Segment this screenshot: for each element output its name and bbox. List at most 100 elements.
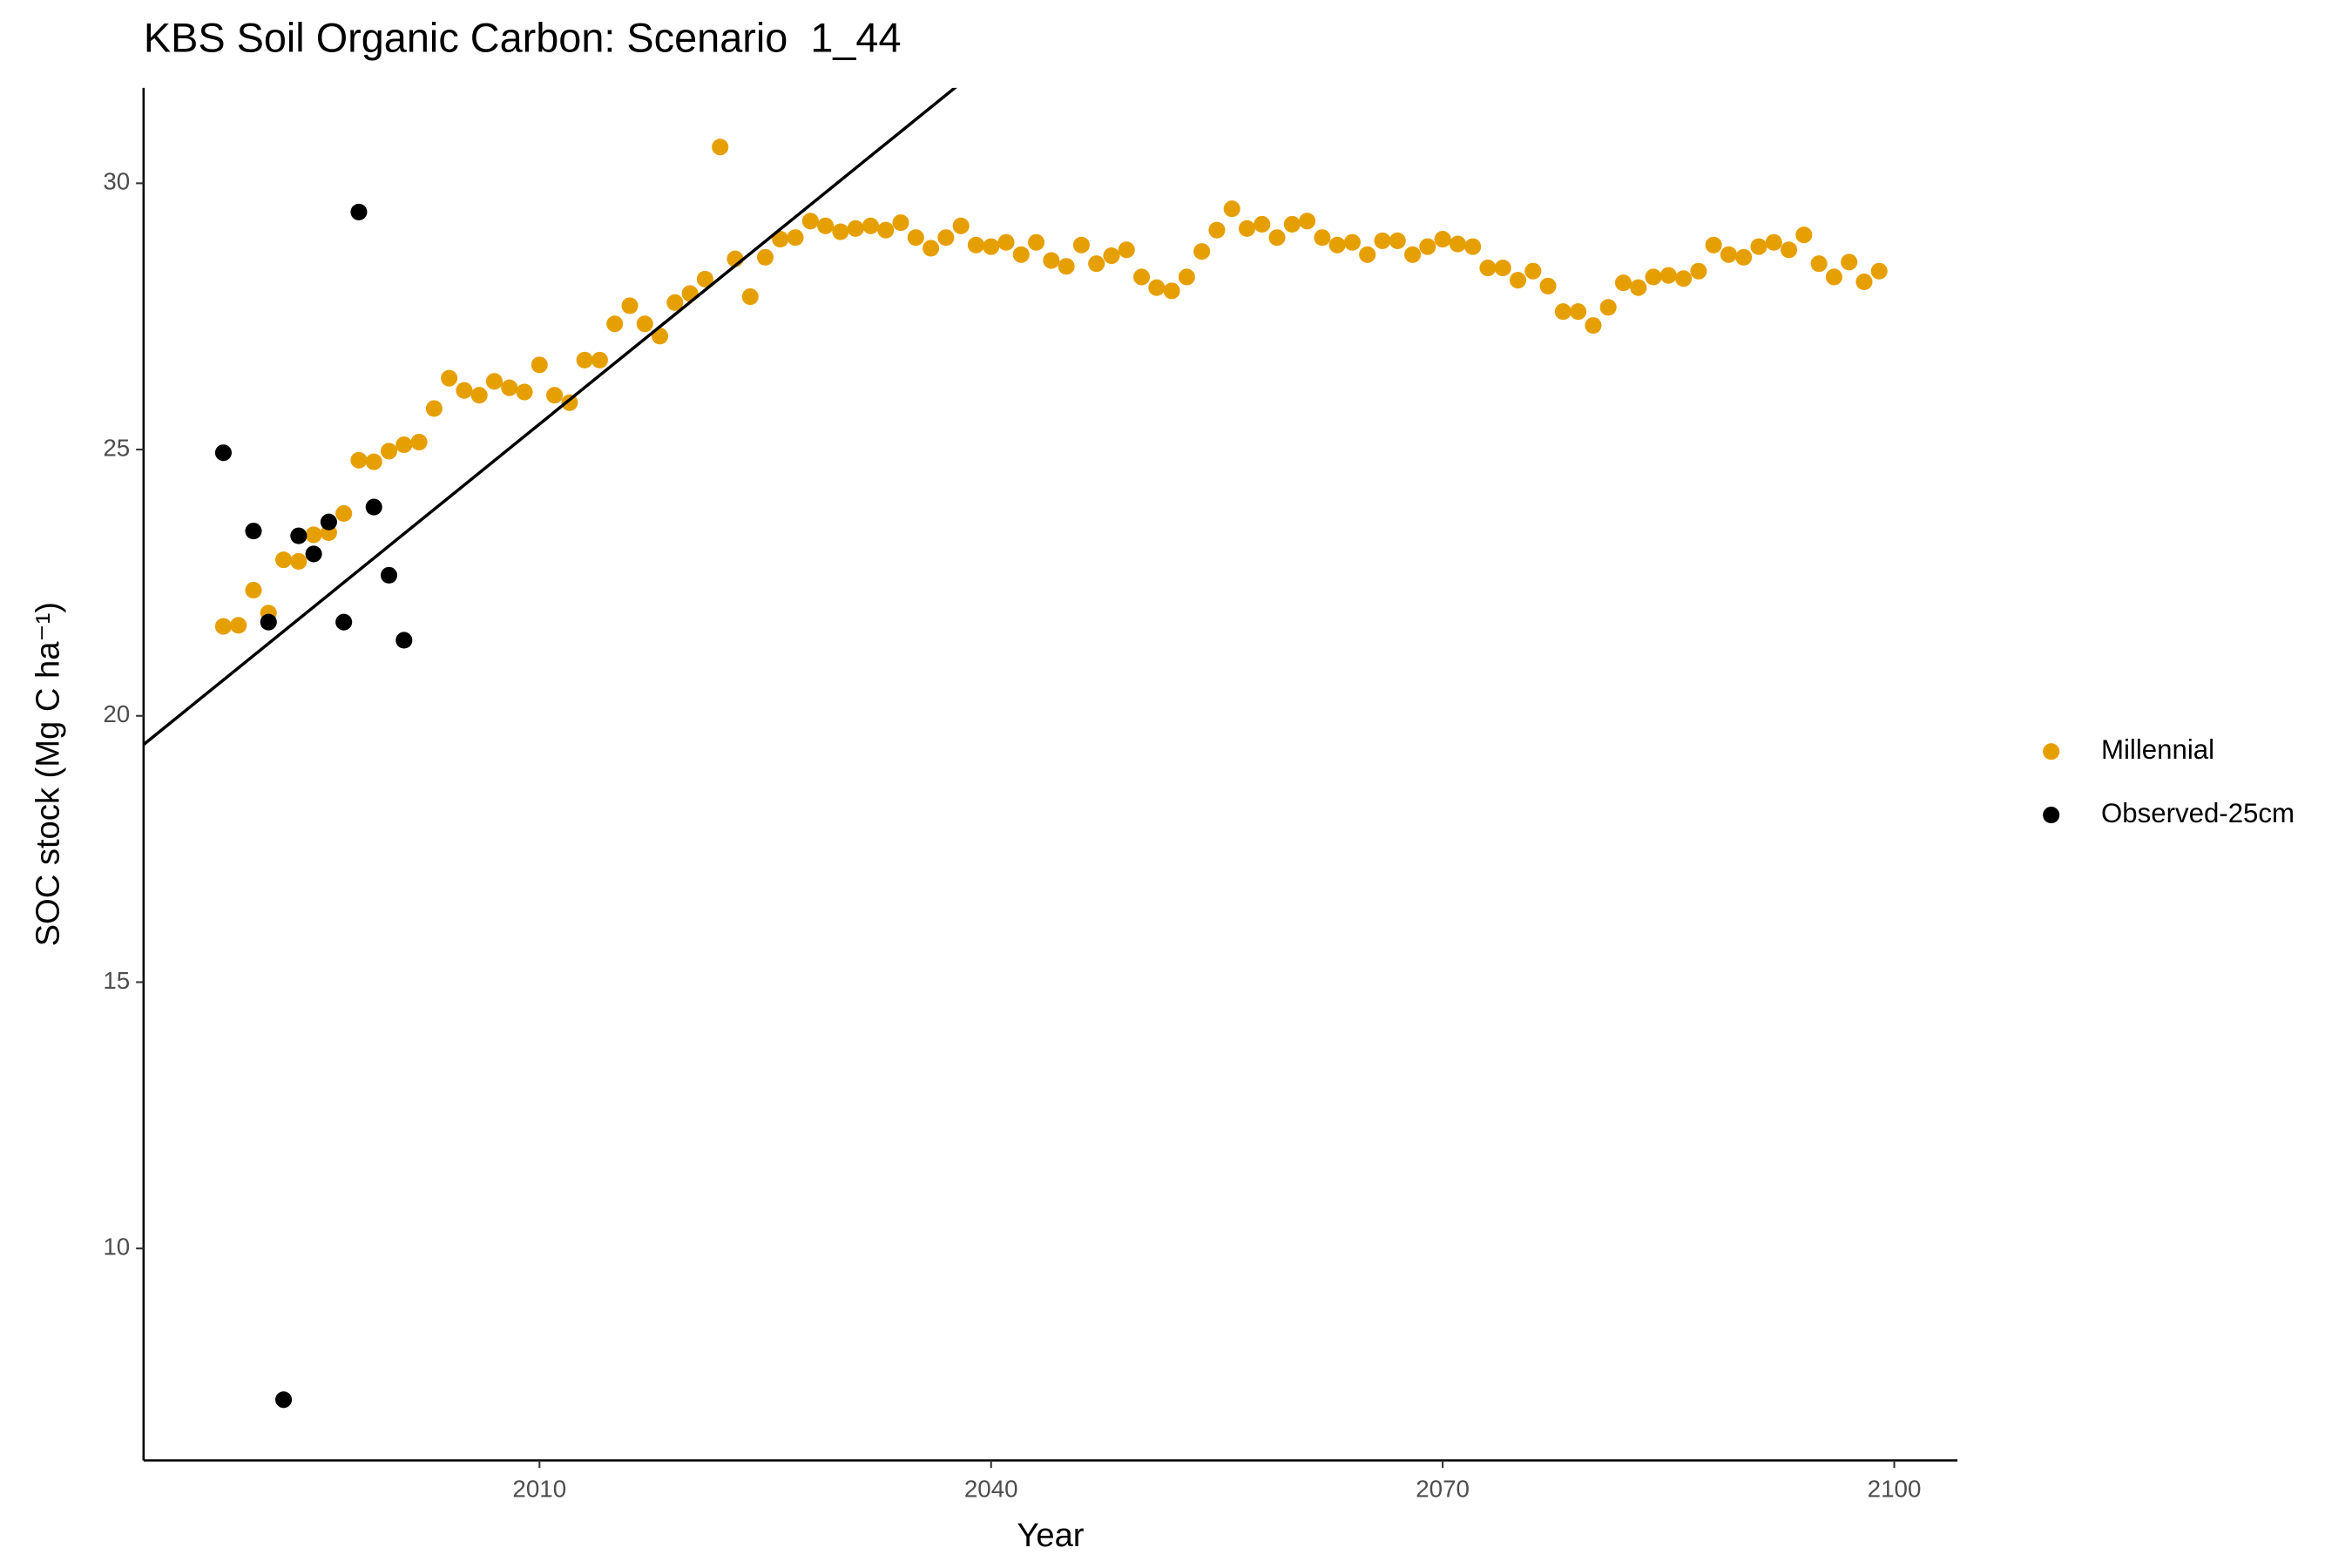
- data-point: [214, 444, 232, 462]
- chart-title: KBS Soil Organic Carbon: Scenario 1_44: [144, 16, 902, 61]
- data-point: [290, 527, 308, 544]
- data-point: [1599, 299, 1617, 316]
- data-point: [1539, 277, 1557, 294]
- data-point: [1088, 255, 1105, 273]
- data-point: [1299, 213, 1316, 230]
- data-point: [1314, 229, 1331, 247]
- data-point: [380, 443, 398, 460]
- data-point: [1870, 262, 1888, 280]
- data-point: [1705, 236, 1722, 253]
- data-point: [1479, 260, 1497, 277]
- data-point: [817, 217, 835, 234]
- data-point: [1614, 274, 1632, 292]
- data-point: [1645, 268, 1662, 286]
- x-tick-label: 2040: [964, 1476, 1018, 1503]
- data-point: [1750, 238, 1767, 255]
- data-point: [1058, 258, 1075, 275]
- data-point: [1765, 233, 1782, 251]
- data-point: [350, 203, 368, 220]
- data-point: [485, 373, 504, 390]
- data-point: [983, 238, 1000, 255]
- legend-label: Observed-25cm: [2101, 798, 2295, 828]
- data-point: [1464, 238, 1482, 255]
- data-point: [365, 498, 382, 516]
- x-tick-label: 2010: [512, 1476, 566, 1503]
- data-point: [847, 220, 864, 237]
- data-point: [1795, 226, 1813, 244]
- data-point: [712, 139, 729, 156]
- data-point: [425, 400, 443, 417]
- data-point: [456, 382, 473, 399]
- data-point: [395, 632, 413, 649]
- data-point: [576, 351, 593, 368]
- data-point: [1810, 255, 1828, 273]
- y-tick-label: 30: [103, 168, 130, 195]
- data-point: [1630, 279, 1647, 296]
- data-point: [395, 436, 413, 454]
- data-point: [365, 453, 382, 470]
- data-point: [636, 315, 653, 333]
- data-point: [1659, 267, 1677, 284]
- data-point: [967, 236, 984, 253]
- data-point: [1359, 246, 1376, 263]
- data-point: [1570, 303, 1587, 321]
- data-point: [1163, 282, 1180, 300]
- data-point: [1690, 262, 1707, 280]
- data-point: [1328, 236, 1346, 253]
- data-point: [531, 356, 548, 374]
- data-point: [1103, 247, 1120, 265]
- data-point: [1404, 246, 1422, 263]
- data-point: [1781, 241, 1798, 259]
- data-point: [1585, 317, 1602, 335]
- trend-line: [143, 87, 957, 747]
- data-point: [380, 566, 398, 584]
- data-point: [546, 387, 564, 404]
- data-point: [305, 526, 322, 544]
- data-point: [741, 288, 759, 306]
- data-point: [907, 229, 924, 247]
- data-point: [1374, 232, 1391, 249]
- data-point: [350, 451, 368, 469]
- data-point: [591, 351, 608, 368]
- data-point: [245, 523, 262, 540]
- data-point: [275, 551, 293, 569]
- data-point: [877, 221, 895, 239]
- data-point: [1389, 232, 1406, 249]
- data-point: [1238, 220, 1256, 237]
- data-point: [832, 223, 849, 240]
- x-tick-label: 2100: [1868, 1476, 1922, 1503]
- y-tick-label: 15: [103, 967, 130, 994]
- data-point: [335, 613, 353, 631]
- data-point: [621, 297, 639, 314]
- data-point: [937, 229, 955, 247]
- legend-marker: [2043, 807, 2060, 824]
- data-point: [1178, 268, 1195, 286]
- data-point: [756, 248, 774, 266]
- data-point: [652, 328, 669, 345]
- data-point: [320, 513, 337, 531]
- data-point: [1524, 262, 1542, 280]
- x-tick-label: 2070: [1416, 1476, 1470, 1503]
- data-point: [1012, 246, 1030, 263]
- data-point: [305, 545, 322, 563]
- data-point: [1193, 243, 1211, 260]
- data-point: [1419, 238, 1436, 255]
- data-point: [230, 617, 247, 634]
- data-point: [1148, 279, 1166, 296]
- data-point: [335, 504, 353, 522]
- data-point: [606, 315, 624, 333]
- data-point: [1043, 252, 1060, 269]
- data-point: [501, 379, 518, 396]
- data-point: [1208, 221, 1226, 239]
- data-point: [1223, 200, 1240, 218]
- data-point: [516, 383, 533, 401]
- data-point: [892, 214, 909, 232]
- plot-area: [143, 87, 1888, 1409]
- data-point: [1449, 235, 1466, 253]
- data-point: [1434, 231, 1451, 248]
- data-point: [997, 233, 1015, 251]
- data-point: [1494, 260, 1511, 277]
- data-point: [1509, 272, 1527, 289]
- data-point: [787, 229, 804, 247]
